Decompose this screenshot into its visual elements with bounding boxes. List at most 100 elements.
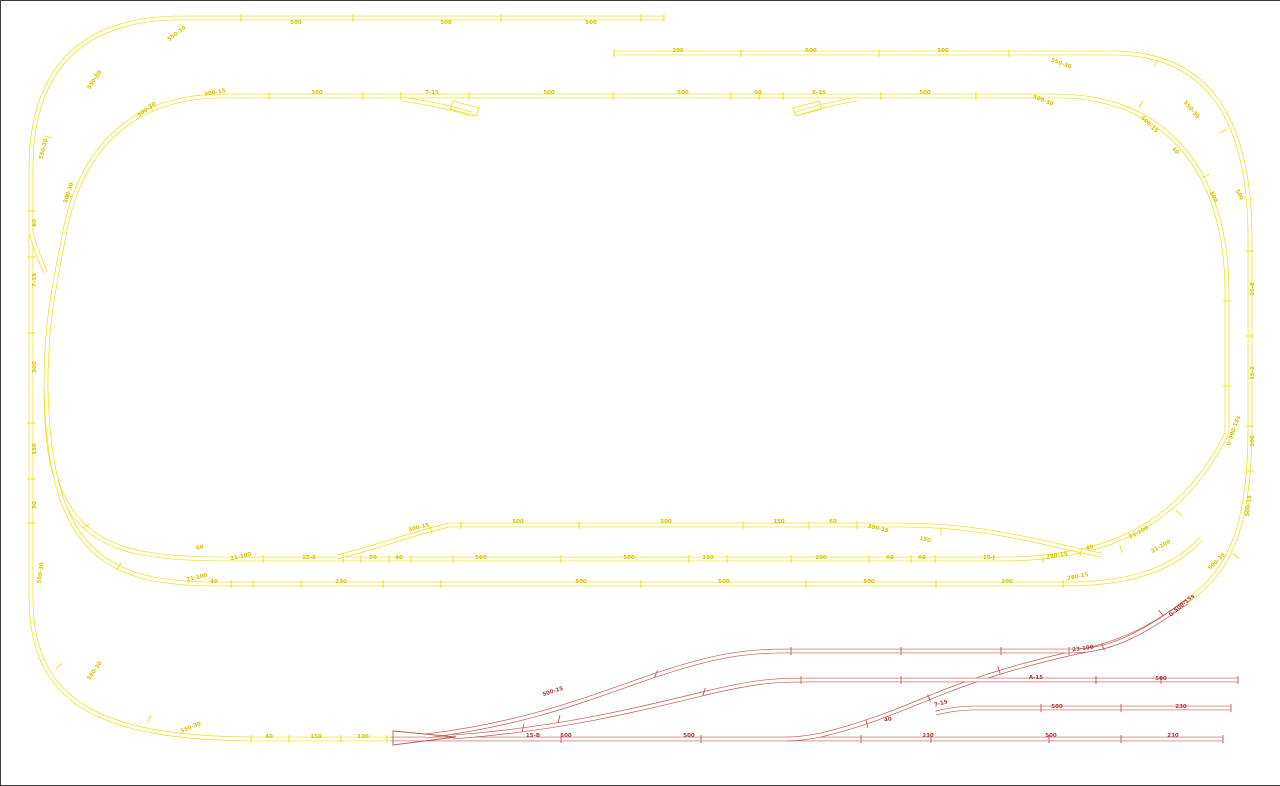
rail-joint-tick (147, 715, 151, 723)
track-piece-label: 550-30 (87, 69, 104, 90)
track-turnout-stub-right[interactable] (795, 96, 858, 117)
track-piece-label: 7-15 (32, 273, 38, 287)
track-piece-label: 280-15 (1067, 572, 1089, 582)
track-piece-label: 500 (718, 579, 730, 585)
track-piece-label: 100 (357, 734, 369, 740)
track-piece-label: 300 (660, 519, 672, 525)
track-piece-label: 60 (196, 544, 205, 552)
rail-joint-tick (927, 694, 931, 702)
rail-joint-tick (55, 663, 63, 669)
track-piece-label: 150 (773, 519, 785, 525)
track-turnout-stub-left[interactable] (400, 96, 472, 117)
track-piece-label: 60 (918, 555, 926, 561)
rail-joint-tick (865, 720, 869, 728)
track-inner-branch-s3[interactable] (43, 388, 224, 587)
track-piece-label: 550-30 (86, 660, 103, 681)
track-piece-label: 500 (575, 579, 587, 585)
track-piece-label: G-500-15s (1168, 593, 1197, 618)
track-piece-label: 500 (805, 48, 817, 54)
track-piece-label: 500 (863, 579, 875, 585)
track-piece-label: 300 (311, 90, 323, 96)
track-piece-label: 500 (475, 555, 487, 561)
rail-joint-tick (92, 72, 100, 80)
track-yard-track-2[interactable] (452, 677, 1238, 740)
rail-joint-tick (939, 526, 943, 536)
track-piece-label: 15-8 (1250, 282, 1256, 296)
track-piece-label: 300-15 (867, 524, 889, 535)
track-piece-label: 8-15 (812, 90, 826, 96)
track-piece-label: 500 (1234, 189, 1245, 202)
rail-joint-tick (116, 562, 122, 570)
track-piece-label: 230 (1175, 704, 1187, 710)
track-yard-lead[interactable] (785, 599, 1189, 742)
rail-joint-tick (702, 688, 706, 696)
track-piece-label: 230 (1167, 733, 1179, 739)
rail-joint-tick (1175, 509, 1183, 517)
track-siding-upper[interactable] (336, 522, 1102, 560)
track-piece-label: 40 (395, 555, 403, 561)
track-piece-label: 500 (1051, 704, 1063, 710)
track-piece-label: 150 (702, 555, 714, 561)
track-piece-label: 200 (815, 555, 827, 561)
track-piece-label: 60 (754, 90, 762, 96)
track-piece-label: 150 (32, 443, 38, 455)
turnout-wedge (449, 100, 480, 117)
track-piece-label: 40 (884, 716, 893, 723)
track-yard-track-1[interactable] (425, 600, 1189, 739)
track-piece-label: 40 (1170, 146, 1180, 156)
track-piece-label: 550-30 (167, 25, 188, 43)
track-piece-label: 500 (1208, 191, 1219, 204)
turnout-wedge (392, 730, 457, 746)
track-piece-label: 550-30 (1182, 100, 1200, 120)
rail-joint-tick (1079, 547, 1083, 557)
rail-joint-tick (997, 666, 1001, 674)
track-piece-label: 550-30 (38, 138, 49, 160)
track-inner-loop-left[interactable] (43, 93, 224, 390)
rail-joint-tick (1101, 643, 1105, 651)
track-piece-label: 50 (369, 555, 377, 561)
rail-joint-tick (1202, 173, 1210, 179)
track-yard-track-3[interactable] (935, 705, 1231, 716)
track-piece-label: 300-15 (204, 88, 226, 98)
track-piece-label: 15-J (983, 555, 995, 561)
track-outer-inner-link[interactable] (28, 232, 49, 275)
rail-joint-tick (1158, 609, 1164, 617)
track-piece-label: 500 (512, 519, 524, 525)
rail-joint-tick (1138, 100, 1144, 108)
track-piece-label: 23-100 (1072, 645, 1094, 654)
track-piece-label: 500 (1045, 733, 1057, 739)
track-piece-label: 40 (1085, 544, 1094, 552)
track-top-right-line[interactable] (613, 50, 1253, 603)
rail-joint-tick (654, 670, 658, 678)
track-piece-label: 500 (1250, 435, 1256, 447)
track-piece-label: 40 (210, 579, 218, 585)
track-outer-loop[interactable] (28, 15, 664, 742)
track-inner-loop-top[interactable] (223, 93, 1230, 433)
track-piece-label: 500 (440, 20, 452, 26)
track-siding-lower[interactable] (223, 537, 1203, 587)
rail-joint-tick (521, 723, 525, 733)
track-piece-label: 60 (32, 219, 38, 227)
track-piece-label: 500 (585, 20, 597, 26)
track-piece-label: 550-30 (180, 721, 202, 735)
rail-joint-tick (429, 526, 433, 534)
track-piece-label: 500 (919, 90, 931, 96)
track-inner-branch-s2[interactable] (43, 388, 242, 562)
track-piece-label: 21-100 (1150, 539, 1172, 555)
track-piece-label: 60 (829, 519, 837, 525)
track-piece-label: 50 (32, 501, 38, 509)
track-piece-label: 500 (543, 90, 555, 96)
turnout-wedge (792, 100, 823, 117)
track-piece-label: 500 (937, 48, 949, 54)
track-piece-label: 500-15 (542, 686, 564, 698)
track-piece-label: 550-30 (37, 562, 46, 584)
track-siding-middle[interactable] (241, 431, 1230, 562)
rail-joint-tick (65, 194, 73, 198)
track-piece-label: 500 (32, 361, 38, 373)
track-piece-label: 150 (919, 536, 932, 545)
rail-joint-tick (1219, 128, 1227, 134)
track-piece-label: 7-15 (425, 90, 439, 96)
rail-joint-tick (1119, 545, 1123, 553)
